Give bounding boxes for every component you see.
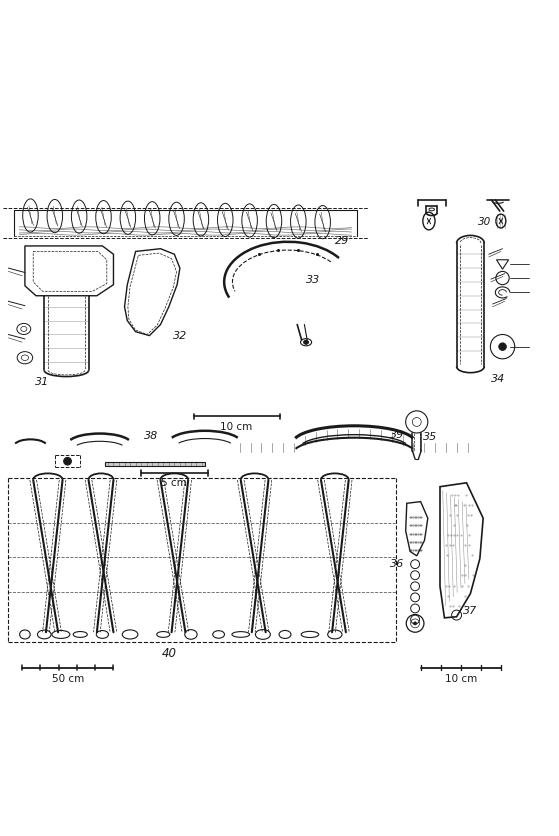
Text: 31: 31: [35, 376, 49, 386]
Text: 32: 32: [173, 331, 187, 340]
Text: 35: 35: [423, 432, 438, 441]
Polygon shape: [105, 462, 205, 466]
Text: 10 cm: 10 cm: [445, 673, 477, 683]
Text: 34: 34: [491, 374, 505, 384]
Text: 29: 29: [335, 236, 349, 246]
Text: 50 cm: 50 cm: [52, 673, 84, 683]
Circle shape: [64, 458, 72, 466]
Circle shape: [499, 344, 506, 351]
Text: 36: 36: [390, 558, 405, 568]
Circle shape: [304, 340, 308, 345]
Circle shape: [414, 622, 417, 625]
Text: 39: 39: [390, 429, 405, 439]
Text: 40: 40: [162, 645, 176, 659]
Text: 10 cm: 10 cm: [220, 421, 253, 431]
Text: 33: 33: [306, 274, 320, 284]
Text: 38: 38: [144, 431, 158, 440]
Text: 37: 37: [463, 604, 477, 614]
Text: 5 cm: 5 cm: [162, 477, 187, 487]
Text: 30: 30: [477, 217, 491, 227]
